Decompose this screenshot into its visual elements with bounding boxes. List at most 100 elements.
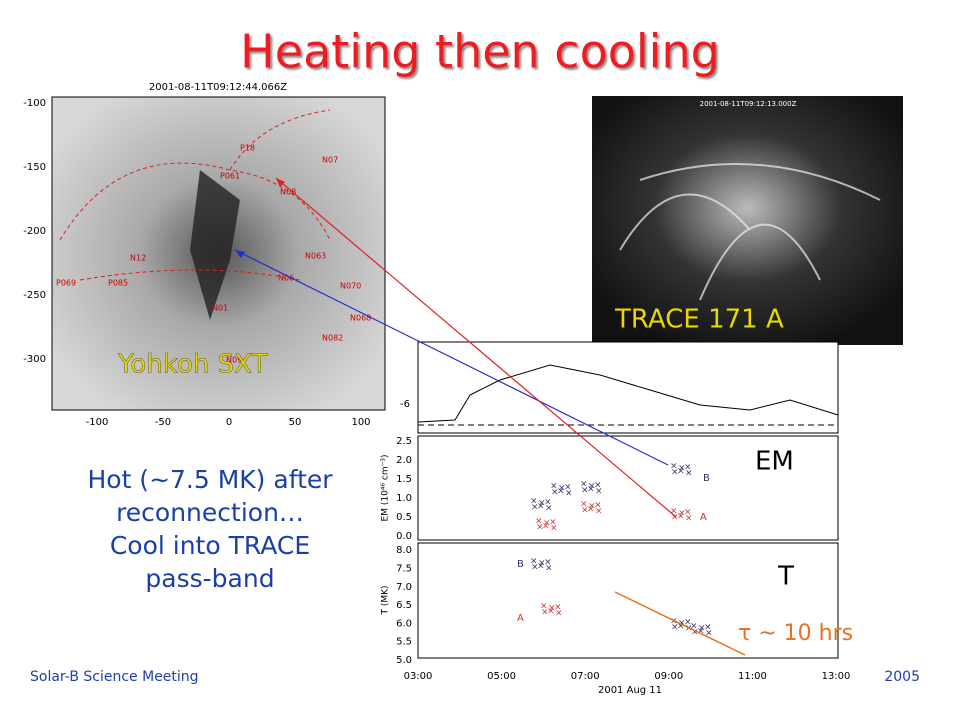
point: ×: [594, 501, 602, 511]
tick-label: -150: [23, 162, 46, 173]
feature-label: P085: [108, 279, 128, 288]
axis-label: EM (10⁴⁶ cm⁻³): [381, 455, 391, 522]
title: Heating then cooling: [240, 25, 720, 79]
tick-label: 07:00: [571, 671, 600, 682]
point: ×: [550, 524, 558, 534]
series-label: A: [700, 512, 707, 523]
arrow: [275, 177, 677, 518]
point: ×: [541, 608, 549, 618]
point: ×: [545, 564, 553, 574]
tick-label: -6: [400, 399, 410, 410]
tick-label: 09:00: [654, 671, 683, 682]
flux-curve: [417, 364, 839, 423]
point: ×: [670, 507, 678, 517]
point: ×: [549, 518, 557, 528]
point: ×: [580, 500, 588, 510]
body-line: reconnection…: [116, 498, 304, 527]
tick-label: 0: [226, 417, 232, 428]
arrowhead: [276, 178, 285, 187]
axis-label: T (MK): [381, 585, 391, 615]
point: ×: [684, 508, 692, 518]
tick-label: 50: [289, 417, 302, 428]
point: ×: [540, 602, 548, 612]
tick-label: 0.0: [396, 531, 412, 542]
point: ×: [531, 503, 539, 513]
point: ×: [678, 464, 686, 474]
feature-label: N12: [130, 254, 146, 263]
tick-label: -100: [23, 98, 46, 109]
trace-image: [592, 96, 903, 345]
sxt-overlay: [59, 109, 331, 281]
tick-label: 11:00: [738, 671, 767, 682]
point: ×: [555, 609, 563, 619]
point: ×: [537, 562, 545, 572]
feature-label: N09: [226, 356, 242, 365]
plot-panel: [417, 435, 839, 541]
plot-panel: [417, 542, 839, 659]
point: ×: [677, 467, 685, 477]
point: ×: [690, 622, 698, 632]
point: ×: [588, 482, 596, 492]
feature-label: N082: [322, 334, 343, 343]
point: ×: [545, 504, 553, 514]
point: ×: [542, 522, 550, 532]
point: ×: [697, 627, 705, 637]
tick-label: 6.0: [396, 618, 412, 629]
point: ×: [544, 558, 552, 568]
feature-label: N063: [305, 252, 326, 261]
point: ×: [677, 622, 685, 632]
point: ×: [581, 506, 589, 516]
tick-label: 1.0: [396, 493, 412, 504]
point: ×: [671, 468, 679, 478]
arrow: [234, 249, 669, 466]
point: ×: [670, 617, 678, 627]
tick-label: 5.0: [396, 655, 412, 666]
feature-label: N068: [350, 314, 371, 323]
point: ×: [678, 509, 686, 519]
tick-label: -100: [86, 417, 109, 428]
point: ×: [557, 487, 565, 497]
point: ×: [580, 480, 588, 490]
feature-label: N07: [322, 156, 338, 165]
point: ×: [671, 513, 679, 523]
point: ×: [705, 629, 713, 639]
tick-label: 100: [351, 417, 370, 428]
point: ×: [698, 624, 706, 634]
tick-label: 8.0: [396, 545, 412, 556]
point: ×: [548, 604, 556, 614]
feature-label: N08: [280, 188, 296, 197]
point: ×: [547, 607, 555, 617]
fit-line: [614, 591, 746, 656]
point: ×: [530, 497, 538, 507]
x-axis-label: 2001 Aug 11: [598, 685, 662, 696]
body-line: pass-band: [145, 564, 274, 593]
em-tag: EM: [755, 447, 794, 477]
point: ×: [530, 557, 538, 567]
t-tag: T: [777, 562, 794, 592]
point: ×: [543, 519, 551, 529]
point: ×: [544, 498, 552, 508]
point: ×: [587, 505, 595, 515]
point: ×: [684, 463, 692, 473]
tick-label: 7.0: [396, 582, 412, 593]
point: ×: [691, 628, 699, 638]
tick-label: 05:00: [487, 671, 516, 682]
point: ×: [670, 462, 678, 472]
point: ×: [550, 482, 558, 492]
point: ×: [671, 623, 679, 633]
point: ×: [677, 512, 685, 522]
tick-label: 1.5: [396, 474, 412, 485]
footer-left: Solar-B Science Meeting: [30, 669, 199, 685]
point: ×: [537, 502, 545, 512]
point: ×: [594, 481, 602, 491]
feature-label: P069: [56, 279, 76, 288]
point: ×: [595, 507, 603, 517]
point: ×: [564, 483, 572, 493]
series-label: A: [517, 613, 524, 624]
tick-label: 6.5: [396, 600, 412, 611]
point: ×: [684, 618, 692, 628]
point: ×: [538, 499, 546, 509]
point: ×: [685, 469, 693, 479]
